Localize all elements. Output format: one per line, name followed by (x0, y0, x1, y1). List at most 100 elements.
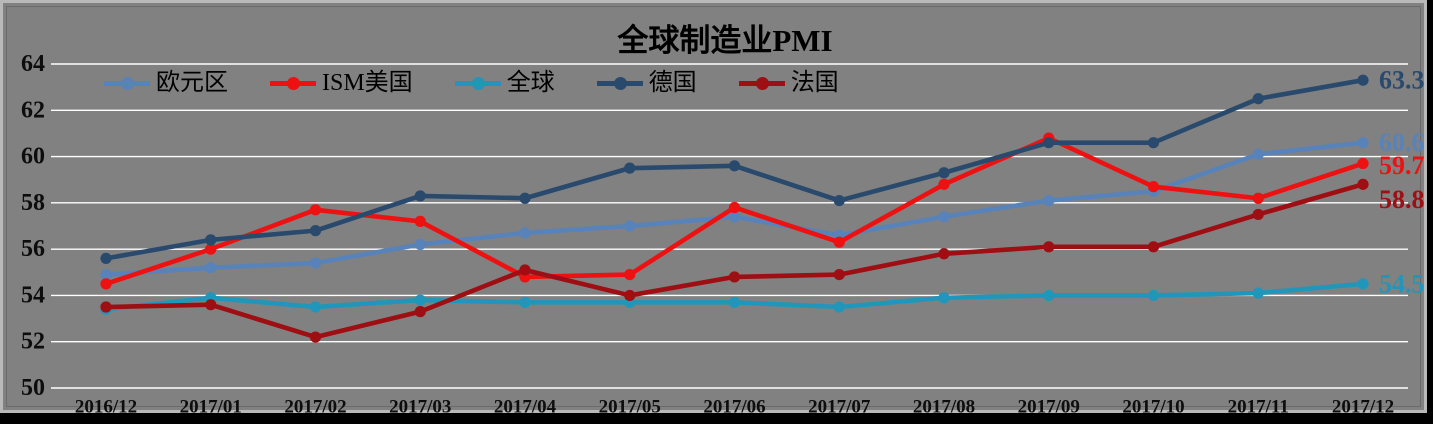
chart-legend: 欧元区 ISM美国 全球 德国 法国 (104, 67, 839, 99)
series-point-德国 (833, 194, 845, 207)
series-point-欧元区 (1252, 148, 1264, 160)
series-point-德国 (519, 192, 531, 204)
x-axis-tick-label: 2017/07 (808, 397, 871, 417)
series-point-ISM美国 (309, 204, 322, 216)
x-axis-tick-label: 2017/01 (180, 397, 242, 417)
series-point-ISM美国 (1357, 157, 1369, 170)
series-point-全球 (938, 292, 950, 304)
series-point-法国 (624, 289, 636, 302)
series-point-全球 (519, 296, 531, 308)
series-point-全球 (1147, 289, 1160, 302)
series-point-法国 (414, 306, 426, 318)
line-dot-marker-icon (270, 76, 316, 90)
series-point-欧元区 (938, 211, 950, 223)
series-point-全球 (833, 301, 845, 313)
legend-item-eurozone: 欧元区 (104, 71, 228, 95)
series-point-欧元区 (414, 238, 426, 251)
series-point-德国 (100, 252, 112, 265)
legend-item-ism-us: ISM美国 (270, 71, 413, 95)
y-axis-tick-label: 64 (21, 51, 45, 77)
end-label-ISM美国: 59.7 (1379, 151, 1425, 180)
series-point-法国 (1252, 208, 1264, 221)
legend-label: 欧元区 (156, 70, 228, 96)
series-point-法国 (1357, 178, 1369, 190)
bottom-black-bar (0, 416, 1433, 424)
series-point-全球 (1043, 289, 1055, 302)
x-axis-tick-label: 2017/11 (1228, 397, 1289, 417)
series-point-德国 (624, 162, 636, 174)
series-point-法国 (938, 248, 950, 260)
series-point-ISM美国 (624, 269, 636, 281)
x-axis-tick-label: 2016/12 (75, 397, 137, 417)
series-point-ISM美国 (833, 236, 845, 248)
series-point-德国 (414, 190, 426, 202)
series-point-德国 (1357, 74, 1369, 86)
y-axis-tick-label: 60 (21, 144, 45, 170)
x-axis-tick-label: 2017/03 (389, 397, 451, 417)
legend-label: 全球 (506, 70, 555, 96)
x-axis-tick-label: 2017/06 (703, 397, 765, 417)
series-point-法国 (309, 331, 322, 343)
x-axis-tick-label: 2017/12 (1332, 397, 1394, 417)
legend-item-global: 全球 (454, 70, 555, 96)
series-point-ISM美国 (414, 215, 426, 227)
legend-label: ISM美国 (322, 70, 413, 96)
series-point-欧元区 (309, 257, 322, 269)
series-point-欧元区 (1357, 137, 1369, 149)
series-point-ISM美国 (1147, 181, 1160, 193)
y-axis-tick-label: 56 (21, 236, 45, 262)
x-axis-tick-label: 2017/08 (913, 397, 975, 417)
chart-surface: 全球制造业PMI 欧元区 ISM美国 全球 德国 法国 6 (0, 0, 1427, 417)
series-point-德国 (1252, 93, 1264, 105)
series-point-法国 (100, 301, 112, 313)
line-dot-marker-icon (104, 76, 150, 90)
series-point-ISM美国 (205, 243, 217, 255)
y-axis-tick-label: 52 (21, 329, 45, 355)
series-point-法国 (1043, 241, 1055, 253)
x-axis-tick-label: 2017/09 (1018, 397, 1080, 417)
series-point-全球 (309, 301, 322, 313)
series-point-德国 (728, 160, 741, 172)
series-point-ISM美国 (1252, 192, 1264, 204)
series-point-法国 (205, 299, 217, 311)
legend-label: 法国 (790, 70, 839, 96)
legend-item-germany: 德国 (596, 70, 697, 96)
y-axis-tick-label: 62 (21, 97, 45, 123)
end-label-欧元区: 60.6 (1379, 128, 1425, 157)
series-point-法国 (833, 269, 845, 281)
end-label-德国: 63.3 (1379, 66, 1425, 95)
line-dot-marker-icon (454, 76, 501, 90)
series-point-ISM美国 (100, 278, 112, 290)
series-point-全球 (1357, 278, 1369, 290)
series-point-全球 (728, 296, 741, 308)
line-dot-marker-icon (738, 76, 785, 90)
series-point-法国 (728, 271, 741, 283)
line-dot-marker-icon (596, 76, 643, 90)
series-point-ISM美国 (728, 201, 741, 214)
series-point-欧元区 (100, 269, 112, 281)
y-axis-tick-label: 54 (21, 282, 45, 308)
series-point-全球 (414, 294, 426, 306)
series-point-全球 (1252, 287, 1264, 299)
series-point-德国 (205, 234, 217, 246)
series-point-德国 (1043, 137, 1055, 149)
y-axis-tick-label: 58 (21, 190, 45, 216)
end-label-全球: 54.5 (1379, 269, 1425, 298)
y-axis-tick-label: 50 (21, 375, 45, 401)
series-point-德国 (1147, 137, 1160, 149)
series-point-法国 (519, 264, 531, 276)
series-point-法国 (1147, 241, 1160, 253)
series-point-ISM美国 (938, 178, 950, 190)
series-point-欧元区 (728, 211, 741, 223)
series-point-欧元区 (1043, 194, 1055, 207)
legend-label: 德国 (648, 70, 697, 96)
series-point-德国 (938, 167, 950, 179)
x-axis-tick-label: 2017/10 (1122, 397, 1184, 417)
pmi-line-chart: 64 62 60 58 56 54 52 50 2016/12 2017/01 2017/02 201… (21, 51, 1425, 417)
series-point-德国 (309, 225, 322, 237)
legend-item-france: 法国 (738, 70, 839, 96)
x-axis-tick-label: 2017/04 (494, 397, 557, 417)
series-point-欧元区 (205, 262, 217, 274)
end-label-法国: 58.8 (1379, 185, 1425, 214)
